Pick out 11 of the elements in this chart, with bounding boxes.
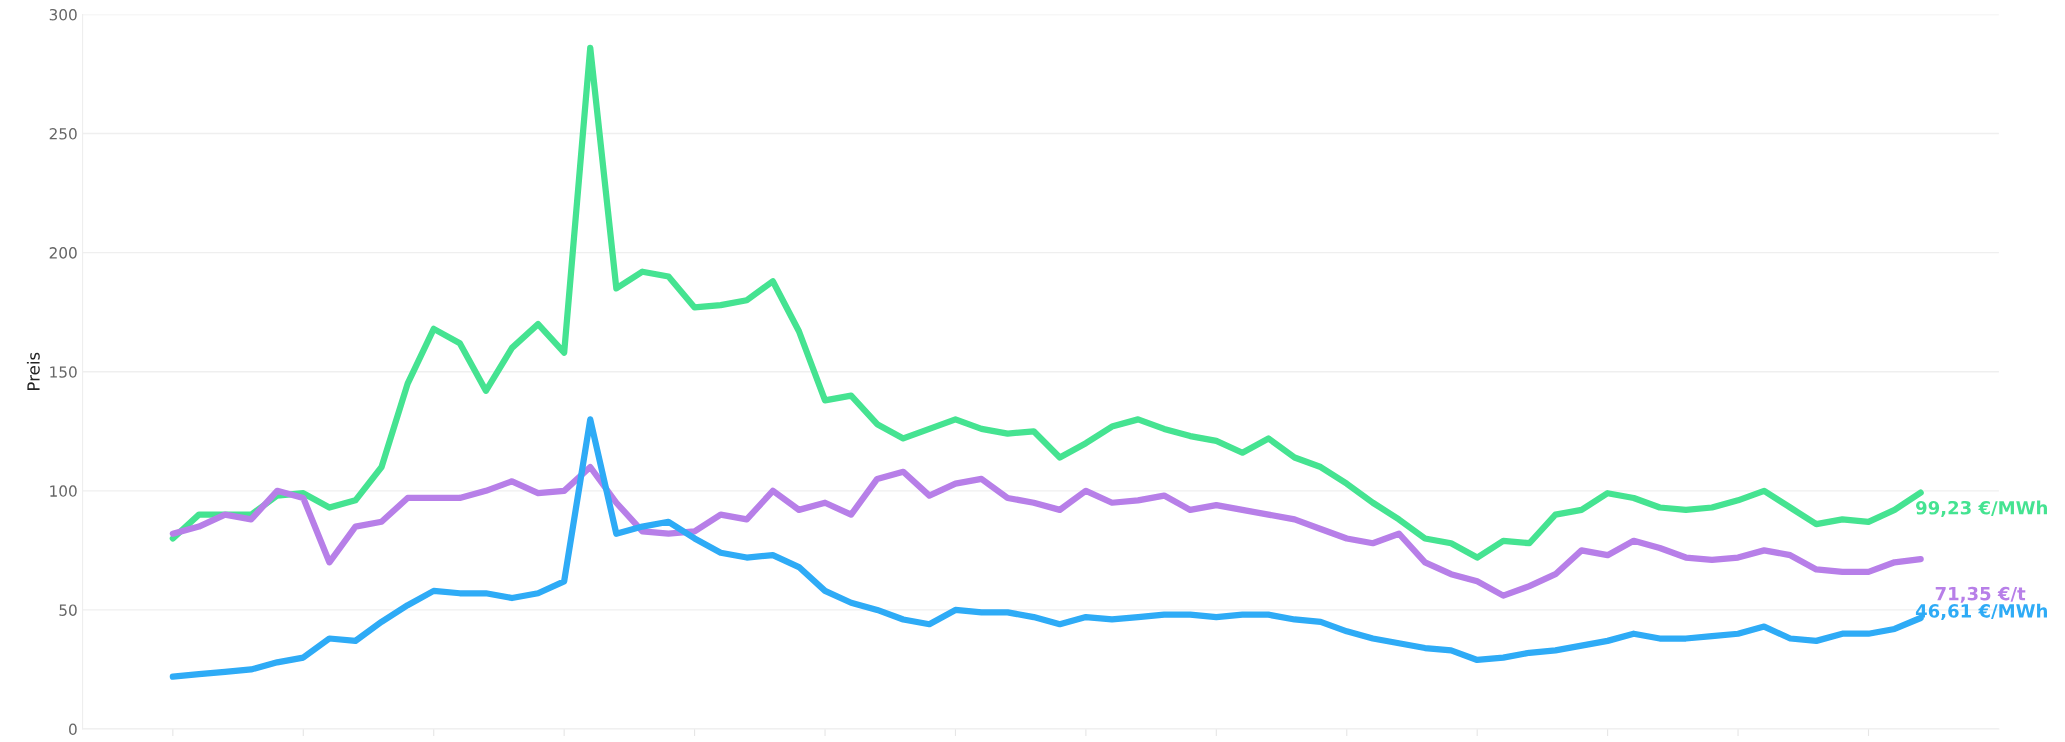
data-label: 46,61 €/MWh — [1915, 603, 2047, 620]
y-axis-title: Preis — [26, 352, 40, 391]
y-tick-label: 150 — [50, 366, 77, 378]
y-tick-label: 100 — [50, 485, 77, 497]
y-tick-label: 250 — [49, 128, 77, 140]
y-tick-label: 300 — [49, 8, 77, 21]
data-label: 99,23 €/MWh — [1916, 500, 2047, 517]
data-label: 71,35 €/t — [1935, 586, 2026, 603]
y-tick-label: 50 — [59, 604, 77, 616]
y-tick-label: 0 — [69, 723, 77, 736]
y-tick-label: 200 — [49, 247, 77, 259]
